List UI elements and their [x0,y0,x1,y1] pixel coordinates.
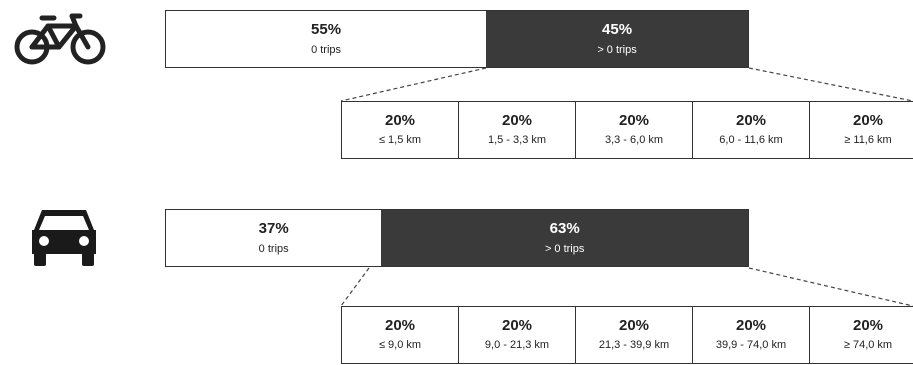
car-bin-2-range: 9,0 - 21,3 km [484,339,550,351]
car-bin-2-pct: 20% [501,317,533,334]
bike-bin-4: 20% 6,0 - 11,6 km [693,102,810,158]
bike-some-trips-segment: 45% > 0 trips [486,11,748,67]
car-bin-5: 20% ≥ 74,0 km [810,307,913,363]
car-split-bar: 37% 0 trips 63% > 0 trips [165,209,749,267]
bike-bin-2-pct: 20% [501,112,533,129]
bike-zero-trips-label: 0 trips [311,43,342,56]
car-bin-1-range: ≤ 9,0 km [378,339,422,351]
car-bin-5-range: ≥ 74,0 km [843,339,893,351]
bike-bin-4-pct: 20% [735,112,767,129]
bike-connector-right [748,67,913,102]
bike-bin-2: 20% 1,5 - 3,3 km [459,102,576,158]
car-icon [32,210,96,266]
car-some-trips-segment: 63% > 0 trips [381,210,748,266]
car-bin-3-range: 21,3 - 39,9 km [598,339,670,351]
car-bin-1-pct: 20% [384,317,416,334]
bike-bin-1: 20% ≤ 1,5 km [342,102,459,158]
bike-connector-left [340,67,487,102]
car-zero-trips-segment: 37% 0 trips [166,210,382,266]
bike-some-trips-label: > 0 trips [597,43,637,56]
bicycle-icon [14,13,106,65]
car-bin-5-pct: 20% [852,317,884,334]
car-some-trips-pct: 63% [549,219,580,237]
car-some-trips-label: > 0 trips [544,242,585,255]
car-bin-3: 20% 21,3 - 39,9 km [576,307,693,363]
car-bin-4: 20% 39,9 - 74,0 km [693,307,810,363]
bike-bin-2-range: 1,5 - 3,3 km [487,134,547,146]
car-bin-3-pct: 20% [618,317,650,334]
bike-split-bar: 55% 0 trips 45% > 0 trips [165,10,749,68]
car-bin-4-pct: 20% [735,317,767,334]
bike-bin-4-range: 6,0 - 11,6 km [719,134,783,146]
car-bin-2: 20% 9,0 - 21,3 km [459,307,576,363]
car-zero-trips-label: 0 trips [258,242,289,255]
bike-bin-5: 20% ≥ 11,6 km [810,102,913,158]
car-bin-1: 20% ≤ 9,0 km [342,307,459,363]
car-connector-right [748,267,913,307]
car-connector-left [340,267,370,307]
bike-zero-trips-pct: 55% [311,20,342,38]
bike-bin-5-pct: 20% [852,112,884,129]
bike-bin-3-range: 3,3 - 6,0 km [604,134,664,146]
car-zero-trips-pct: 37% [258,219,289,237]
bike-bin-3-pct: 20% [618,112,650,129]
bike-some-trips-pct: 45% [602,20,633,38]
bike-bin-1-range: ≤ 1,5 km [378,134,422,146]
bike-zero-trips-segment: 55% 0 trips [166,11,487,67]
bike-distance-bins: 20% ≤ 1,5 km 20% 1,5 - 3,3 km 20% 3,3 - … [341,101,913,159]
car-distance-bins: 20% ≤ 9,0 km 20% 9,0 - 21,3 km 20% 21,3 … [341,306,913,364]
car-bin-4-range: 39,9 - 74,0 km [715,339,787,351]
bike-bin-3: 20% 3,3 - 6,0 km [576,102,693,158]
bike-bin-1-pct: 20% [384,112,416,129]
bike-bin-5-range: ≥ 11,6 km [844,134,892,146]
